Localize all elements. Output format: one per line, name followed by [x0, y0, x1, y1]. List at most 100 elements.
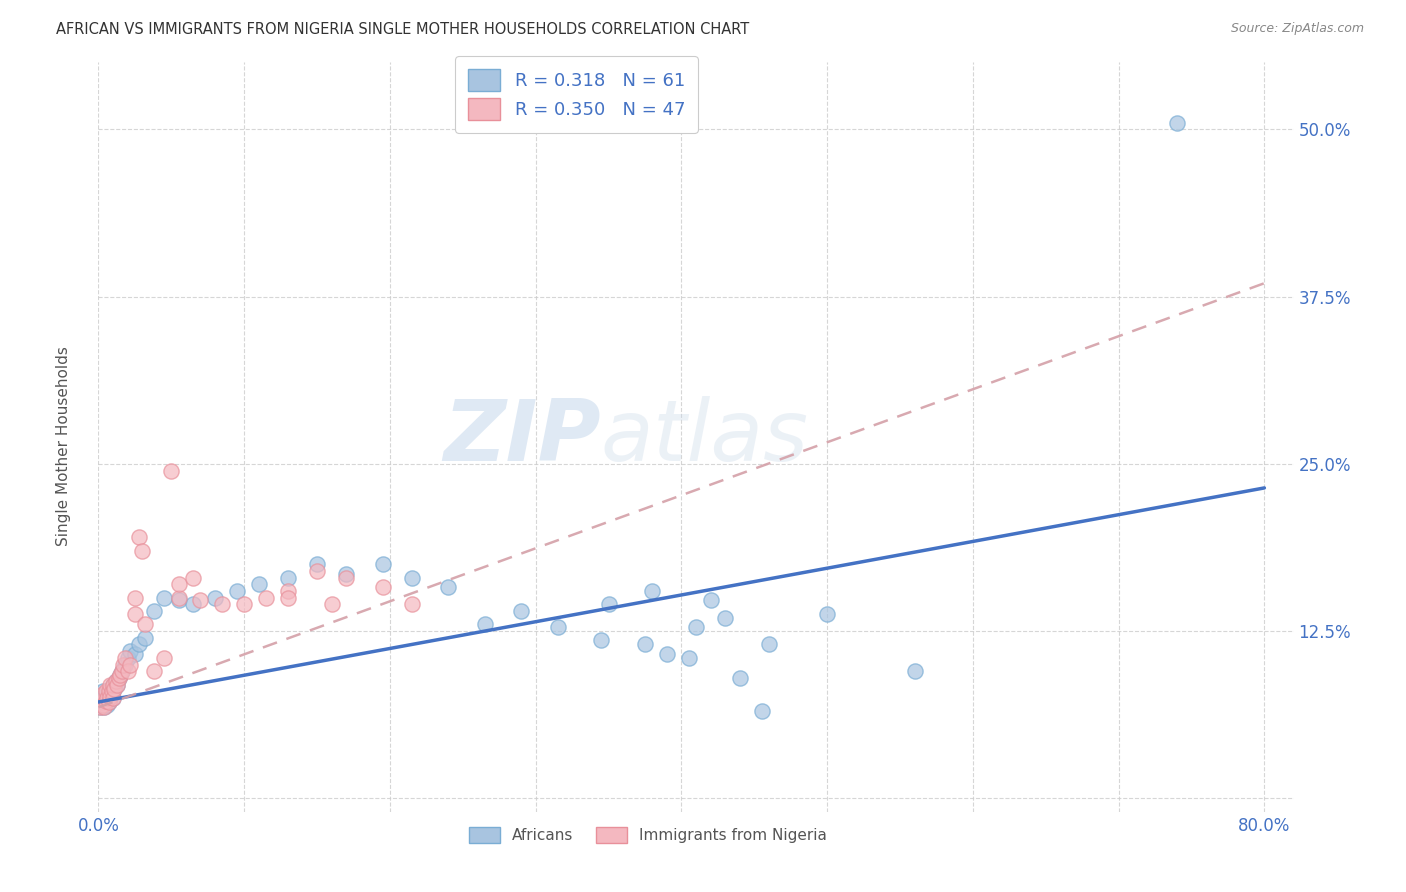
Point — [97, 684, 120, 698]
Point — [114, 651, 136, 665]
Point — [108, 671, 131, 685]
Point — [97, 695, 120, 709]
Text: atlas: atlas — [600, 395, 808, 479]
Point — [591, 633, 613, 648]
Point — [110, 668, 132, 682]
Point — [167, 593, 190, 607]
Point — [401, 598, 423, 612]
Point — [247, 577, 270, 591]
Point — [89, 700, 111, 714]
Point — [100, 687, 122, 701]
Point — [91, 684, 114, 698]
Text: AFRICAN VS IMMIGRANTS FROM NIGERIA SINGLE MOTHER HOUSEHOLDS CORRELATION CHART: AFRICAN VS IMMIGRANTS FROM NIGERIA SINGL… — [56, 22, 749, 37]
Point — [93, 700, 115, 714]
Point — [181, 571, 204, 585]
Point — [305, 564, 328, 578]
Point — [728, 671, 751, 685]
Point — [124, 607, 146, 621]
Point — [98, 681, 121, 696]
Point — [91, 687, 114, 701]
Point — [117, 651, 139, 665]
Point — [103, 681, 125, 696]
Point — [655, 647, 678, 661]
Point — [815, 607, 838, 621]
Point — [94, 684, 117, 698]
Point — [335, 571, 357, 585]
Point — [277, 591, 299, 605]
Point — [134, 631, 156, 645]
Point — [903, 664, 925, 679]
Point — [131, 544, 153, 558]
Point — [98, 678, 121, 692]
Point — [128, 530, 150, 544]
Point — [105, 678, 128, 692]
Point — [108, 671, 131, 685]
Point — [211, 598, 233, 612]
Point — [685, 620, 707, 634]
Point — [190, 593, 212, 607]
Point — [254, 591, 277, 605]
Point — [90, 695, 112, 709]
Point — [101, 678, 124, 692]
Point — [96, 698, 118, 712]
Point — [233, 598, 256, 612]
Point — [98, 690, 121, 704]
Point — [97, 695, 120, 709]
Point — [93, 691, 115, 706]
Point — [111, 664, 134, 679]
Point — [142, 664, 165, 679]
Point — [90, 691, 112, 706]
Point — [124, 647, 146, 661]
Point — [105, 678, 128, 692]
Legend: Africans, Immigrants from Nigeria: Africans, Immigrants from Nigeria — [463, 821, 834, 849]
Point — [758, 637, 780, 651]
Point — [437, 580, 460, 594]
Point — [91, 698, 114, 712]
Point — [114, 657, 136, 672]
Point — [101, 691, 124, 706]
Point — [120, 644, 142, 658]
Point — [277, 584, 299, 599]
Point — [93, 700, 115, 714]
Text: Single Mother Households: Single Mother Households — [56, 346, 70, 546]
Point — [111, 664, 134, 679]
Point — [104, 673, 127, 688]
Point — [167, 577, 190, 591]
Point — [1166, 115, 1188, 129]
Point — [124, 591, 146, 605]
Text: Source: ZipAtlas.com: Source: ZipAtlas.com — [1230, 22, 1364, 36]
Text: ZIP: ZIP — [443, 395, 600, 479]
Point — [371, 557, 394, 572]
Point — [225, 584, 247, 599]
Point — [598, 598, 620, 612]
Point — [699, 593, 721, 607]
Point — [153, 651, 176, 665]
Point — [142, 604, 165, 618]
Point — [103, 681, 125, 696]
Point — [371, 580, 394, 594]
Point — [128, 637, 150, 651]
Point — [305, 557, 328, 572]
Point — [321, 598, 343, 612]
Point — [751, 705, 773, 719]
Point — [110, 668, 132, 682]
Point — [678, 651, 700, 665]
Point — [641, 584, 664, 599]
Point — [134, 617, 156, 632]
Point — [181, 598, 204, 612]
Point — [120, 657, 142, 672]
Point — [401, 571, 423, 585]
Point — [100, 684, 122, 698]
Point — [204, 591, 226, 605]
Point — [91, 698, 114, 712]
Point — [474, 617, 496, 632]
Point — [98, 690, 121, 704]
Point — [101, 691, 124, 706]
Point — [97, 684, 120, 698]
Point — [547, 620, 569, 634]
Point — [510, 604, 533, 618]
Point — [112, 657, 135, 672]
Point — [167, 591, 190, 605]
Point — [117, 664, 139, 679]
Point — [96, 691, 118, 706]
